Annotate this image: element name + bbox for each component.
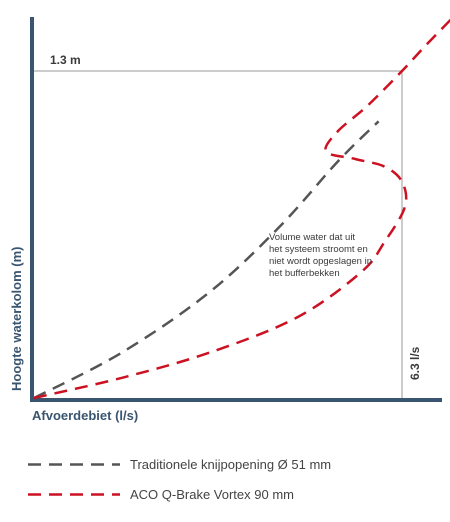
annotation-text: Volume water dat uit het systeem stroomt…	[269, 232, 375, 279]
y-axis-title: Hoogte waterkolom (m)	[9, 247, 24, 391]
series-layer	[33, 18, 450, 400]
design-head-label: 1.3 m	[50, 53, 81, 67]
legend-item-vortex: ACO Q-Brake Vortex 90 mm	[28, 482, 428, 506]
legend: Traditionele knijpopening Ø 51 mm ACO Q-…	[28, 452, 428, 512]
legend-swatch-vortex	[28, 492, 120, 496]
x-axis-title: Afvoerdebiet (l/s)	[32, 408, 138, 423]
annotation-line-3: niet wordt opgeslagen in	[269, 256, 372, 267]
annotation-line-1: Volume water dat uit	[269, 232, 355, 243]
legend-label-vortex: ACO Q-Brake Vortex 90 mm	[130, 486, 294, 502]
chart: 1.3 m 6.3 l/s Volume water dat uit het s…	[9, 17, 450, 423]
legend-item-traditional: Traditionele knijpopening Ø 51 mm	[28, 452, 428, 476]
series-traditional-line	[33, 120, 380, 400]
legend-label-traditional: Traditionele knijpopening Ø 51 mm	[130, 456, 332, 472]
legend-swatch-traditional	[28, 462, 120, 466]
series-vortex-line	[33, 18, 450, 400]
design-flow-label: 6.3 l/s	[408, 346, 422, 380]
annotation-line-4: het bufferbekken	[269, 268, 340, 279]
annotation-line-2: het systeem stroomt en	[269, 244, 368, 255]
